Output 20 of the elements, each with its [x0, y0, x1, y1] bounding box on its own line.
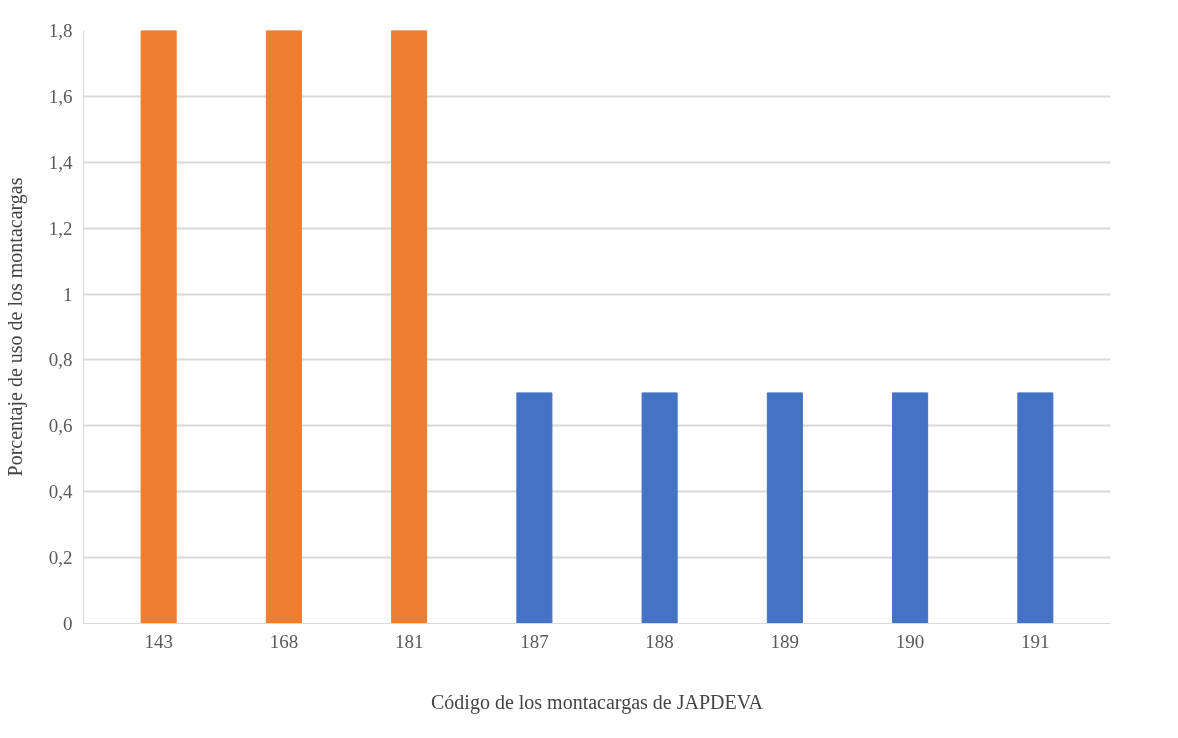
- x-tick-label: 168: [269, 630, 299, 652]
- x-tick-label: 181: [394, 630, 424, 652]
- x-tick-label: 143: [144, 630, 173, 652]
- y-tick-label: 1: [63, 283, 73, 305]
- y-tick-label: 0,6: [48, 415, 73, 437]
- y-tick-label: 1,6: [48, 85, 73, 107]
- y-axis-title: Porcentaje de uso de los montacargas: [3, 177, 27, 477]
- y-tick-label: 1,2: [48, 217, 73, 239]
- x-tick-label: 191: [1021, 630, 1050, 652]
- x-tick-label: 187: [520, 630, 549, 652]
- y-tick-label: 0: [63, 613, 73, 634]
- y-tick-label: 0,8: [48, 349, 73, 371]
- y-tick-label: 1,8: [48, 20, 73, 41]
- y-tick-label: 1,4: [48, 151, 73, 173]
- x-tick-label: 188: [645, 630, 674, 652]
- x-tick-label: 189: [770, 630, 800, 652]
- y-tick-label: 0,4: [48, 481, 73, 503]
- y-tick-label: 0,2: [48, 547, 73, 569]
- x-axis-title: Código de los montacargas de JAPDEVA: [430, 690, 764, 714]
- x-tick-label: 190: [895, 630, 925, 652]
